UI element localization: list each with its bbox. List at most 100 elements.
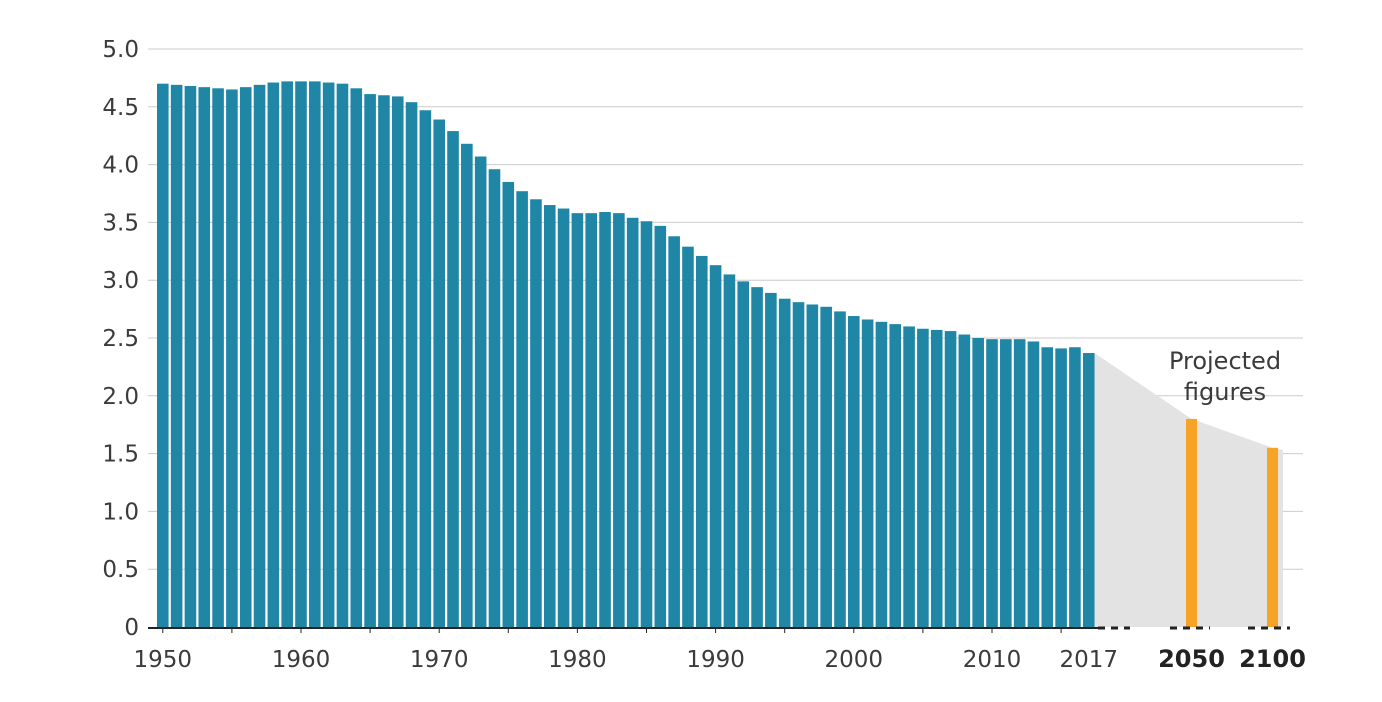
bar-2010 [986,339,998,627]
bar-1997 [806,304,819,627]
y-tick-label: 1.0 [102,499,139,525]
bar-1968 [405,102,418,627]
bar-1962 [322,82,335,628]
y-tick-label: 4.5 [102,95,139,121]
bar-2007 [944,331,957,627]
bar-1994 [765,292,777,627]
bar-1956 [239,87,252,627]
bar-1966 [378,95,390,628]
projected-x-tick-label: 2100 [1239,645,1306,673]
y-tick-label: 0.5 [102,557,139,583]
bar-2000 [848,316,860,627]
y-tick-label: 2.0 [102,384,139,410]
projected-bars [1186,418,1278,627]
bar-1972 [461,143,473,628]
bar-1978 [543,205,556,627]
bar-2002 [875,321,888,627]
projected-bar-2050 [1186,418,1197,627]
x-tick-label: 1980 [548,647,607,673]
bar-2012 [1013,339,1026,627]
x-axis [148,626,1290,633]
x-tick-label: 2017 [1059,647,1118,673]
y-axis-tick-labels: 0 0.5 1.0 1.5 2.0 2.5 3.0 3.5 4.0 4.5 5.0 [102,37,139,641]
bar-1960 [295,81,307,628]
bar-1952 [184,85,197,627]
bar-2005 [917,328,929,627]
bar-1950 [157,83,169,628]
y-tick-label: 0 [124,615,139,641]
bar-1984 [626,217,639,627]
historical-bars [157,81,1095,628]
bar-1991 [723,274,736,627]
bar-1980 [571,213,584,628]
bar-1964 [350,88,363,627]
bar-1988 [682,246,694,627]
bar-1969 [419,110,432,627]
bar-1951 [170,84,183,627]
bar-1963 [336,83,349,628]
bar-2008 [958,334,971,627]
bar-2011 [1000,339,1012,627]
bar-1996 [792,302,805,627]
bar-2015 [1055,348,1067,627]
bar-1979 [557,208,570,627]
y-tick-label: 4.0 [102,153,139,179]
bar-2004 [903,326,915,627]
bar-2006 [930,329,943,627]
bar-1955 [226,89,238,627]
bar-2016 [1069,347,1081,627]
bar-1976 [516,191,528,628]
bar-2001 [861,319,874,627]
bar-1992 [737,281,750,627]
bar-1981 [585,213,598,628]
bar-1967 [391,96,404,628]
bar-1993 [751,287,763,627]
bar-1973 [474,156,487,627]
bar-2014 [1041,347,1054,627]
bar-1971 [447,131,459,628]
bar-1953 [198,87,211,627]
x-tick-label: 1960 [272,647,331,673]
x-axis-tick-labels: 1950 1960 1970 1980 1990 2000 2010 2017 2050 2100 [134,645,1306,673]
bar-1975 [502,181,515,627]
bar-1954 [212,88,224,627]
x-tick-label: 1970 [410,647,469,673]
bar-1970 [433,119,445,628]
bar-1965 [364,94,376,628]
bar-1977 [530,199,542,627]
x-tick-label: 1950 [134,647,193,673]
projected-bar-2100 [1267,447,1278,627]
y-tick-label: 2.5 [102,326,139,352]
bar-1958 [267,82,280,628]
bar-1974 [488,169,501,627]
projected-figures-annotation-line1: Projected [1169,347,1281,375]
bar-1983 [613,213,625,628]
y-tick-label: 5.0 [102,37,139,63]
y-tick-label: 3.5 [102,210,139,236]
bar-2013 [1027,341,1040,627]
bar-1982 [599,211,611,627]
x-tick-label: 2010 [963,647,1022,673]
bar-1995 [778,298,791,627]
y-tick-label: 3.0 [102,268,139,294]
bar-1961 [309,81,321,628]
bar-1999 [834,311,846,627]
bar-1986 [654,225,667,628]
bar-1985 [640,221,653,627]
y-tick-label: 1.5 [102,442,139,468]
x-tick-label: 2000 [825,647,884,673]
bar-1990 [709,265,722,627]
bar-1998 [820,306,832,627]
projected-x-tick-label: 2050 [1158,645,1225,673]
projected-figures-annotation-line2: figures [1184,378,1266,406]
bar-1987 [668,236,680,627]
bar-1957 [253,84,266,627]
bar-2017 [1082,353,1095,627]
bar-2009 [972,338,984,627]
bar-1959 [281,81,293,628]
x-tick-label: 1990 [686,647,745,673]
bar-1989 [695,255,708,627]
bar-2003 [889,324,902,627]
